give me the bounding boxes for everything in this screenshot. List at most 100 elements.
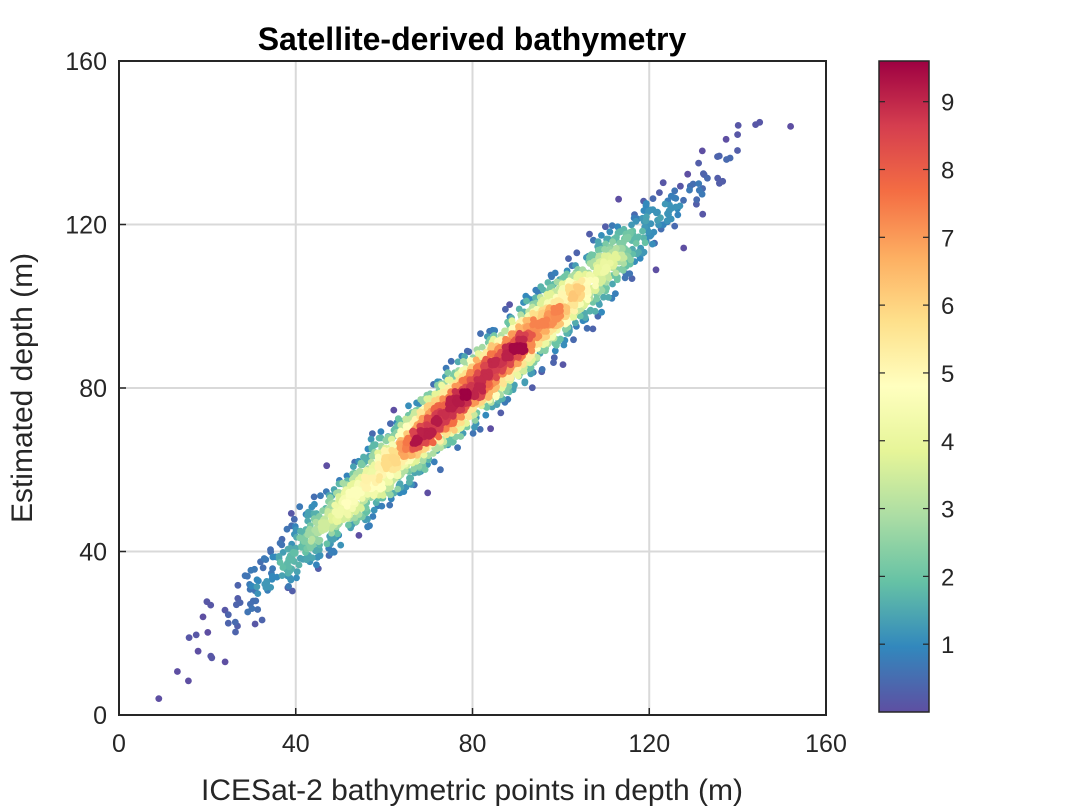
- data-point: [559, 361, 567, 368]
- data-point: [378, 502, 386, 510]
- data-point: [497, 409, 505, 417]
- data-point: [306, 530, 314, 538]
- data-point: [296, 503, 304, 511]
- data-point: [591, 307, 599, 315]
- data-point: [517, 311, 525, 318]
- data-point: [491, 361, 499, 369]
- data-point: [551, 269, 559, 277]
- data-point: [244, 572, 251, 580]
- data-point: [275, 553, 283, 560]
- data-point: [487, 350, 494, 358]
- data-point: [465, 348, 473, 356]
- data-point: [515, 344, 523, 352]
- data-point: [541, 347, 549, 355]
- data-point: [502, 354, 510, 361]
- data-point: [328, 523, 336, 530]
- data-point: [598, 232, 605, 239]
- data-point: [621, 274, 629, 282]
- data-point: [185, 634, 193, 641]
- data-point: [581, 314, 589, 321]
- data-point: [267, 548, 275, 556]
- data-point: [279, 564, 287, 571]
- data-point: [586, 230, 593, 238]
- data-point: [446, 405, 453, 412]
- chart-title: Satellite-derived bathymetry: [258, 21, 687, 57]
- data-point: [247, 566, 255, 574]
- data-point: [510, 345, 517, 353]
- data-point: [661, 200, 669, 208]
- data-point: [671, 187, 679, 195]
- data-point: [642, 217, 650, 225]
- data-point: [626, 270, 634, 277]
- data-point: [529, 321, 537, 329]
- data-point: [557, 320, 565, 328]
- data-point: [369, 430, 376, 438]
- colorbar-tick-label: 5: [941, 361, 954, 388]
- data-point: [613, 276, 621, 284]
- data-point: [558, 290, 566, 298]
- data-point: [315, 537, 322, 545]
- data-point: [224, 611, 232, 619]
- data-point: [258, 616, 266, 624]
- data-point: [787, 123, 794, 130]
- data-point: [561, 326, 569, 333]
- data-point: [647, 206, 655, 214]
- data-point: [594, 264, 601, 271]
- data-point: [472, 356, 480, 364]
- data-point: [313, 561, 320, 569]
- data-point: [310, 510, 318, 518]
- data-point: [570, 336, 577, 344]
- data-point: [444, 376, 452, 384]
- data-point: [185, 677, 192, 685]
- data-point: [207, 601, 215, 609]
- data-point: [477, 330, 484, 337]
- data-point: [677, 182, 684, 190]
- data-point: [276, 559, 284, 566]
- data-point: [345, 491, 353, 499]
- colorbar-ticks: 1 2 3 4 5 6 7 8 9: [879, 90, 954, 659]
- data-point: [522, 323, 530, 331]
- data-point: [312, 547, 319, 555]
- data-point: [441, 411, 449, 418]
- data-point: [454, 358, 462, 366]
- data-point: [521, 379, 529, 387]
- data-point: [308, 535, 316, 543]
- data-point: [602, 223, 609, 231]
- data-point: [657, 214, 664, 222]
- data-point: [463, 394, 471, 402]
- data-point: [635, 233, 642, 241]
- data-point: [635, 248, 642, 256]
- data-point: [261, 580, 269, 588]
- data-point: [479, 387, 487, 395]
- data-point: [411, 436, 419, 444]
- data-point: [573, 273, 581, 280]
- data-point: [572, 319, 579, 327]
- data-point: [278, 541, 286, 549]
- data-point: [285, 563, 293, 571]
- y-tick-label: 80: [79, 375, 107, 403]
- data-point: [640, 248, 648, 256]
- data-point: [174, 668, 181, 675]
- data-point: [397, 440, 404, 448]
- data-point: [447, 357, 455, 365]
- data-point: [388, 435, 396, 443]
- data-point: [253, 583, 261, 591]
- data-point: [449, 438, 457, 446]
- data-point: [583, 324, 591, 332]
- data-point: [343, 503, 351, 510]
- data-point: [502, 305, 509, 313]
- data-point: [251, 620, 259, 628]
- data-point: [396, 480, 404, 487]
- data-point: [550, 298, 558, 306]
- data-point: [337, 541, 345, 549]
- data-point: [355, 487, 363, 495]
- data-point: [667, 205, 675, 212]
- data-point: [639, 227, 646, 235]
- data-point: [364, 523, 371, 531]
- data-point: [659, 179, 667, 187]
- data-point: [155, 695, 163, 702]
- data-point: [553, 342, 560, 349]
- data-point: [388, 446, 396, 454]
- colorbar: [878, 60, 930, 713]
- data-point: [287, 510, 295, 517]
